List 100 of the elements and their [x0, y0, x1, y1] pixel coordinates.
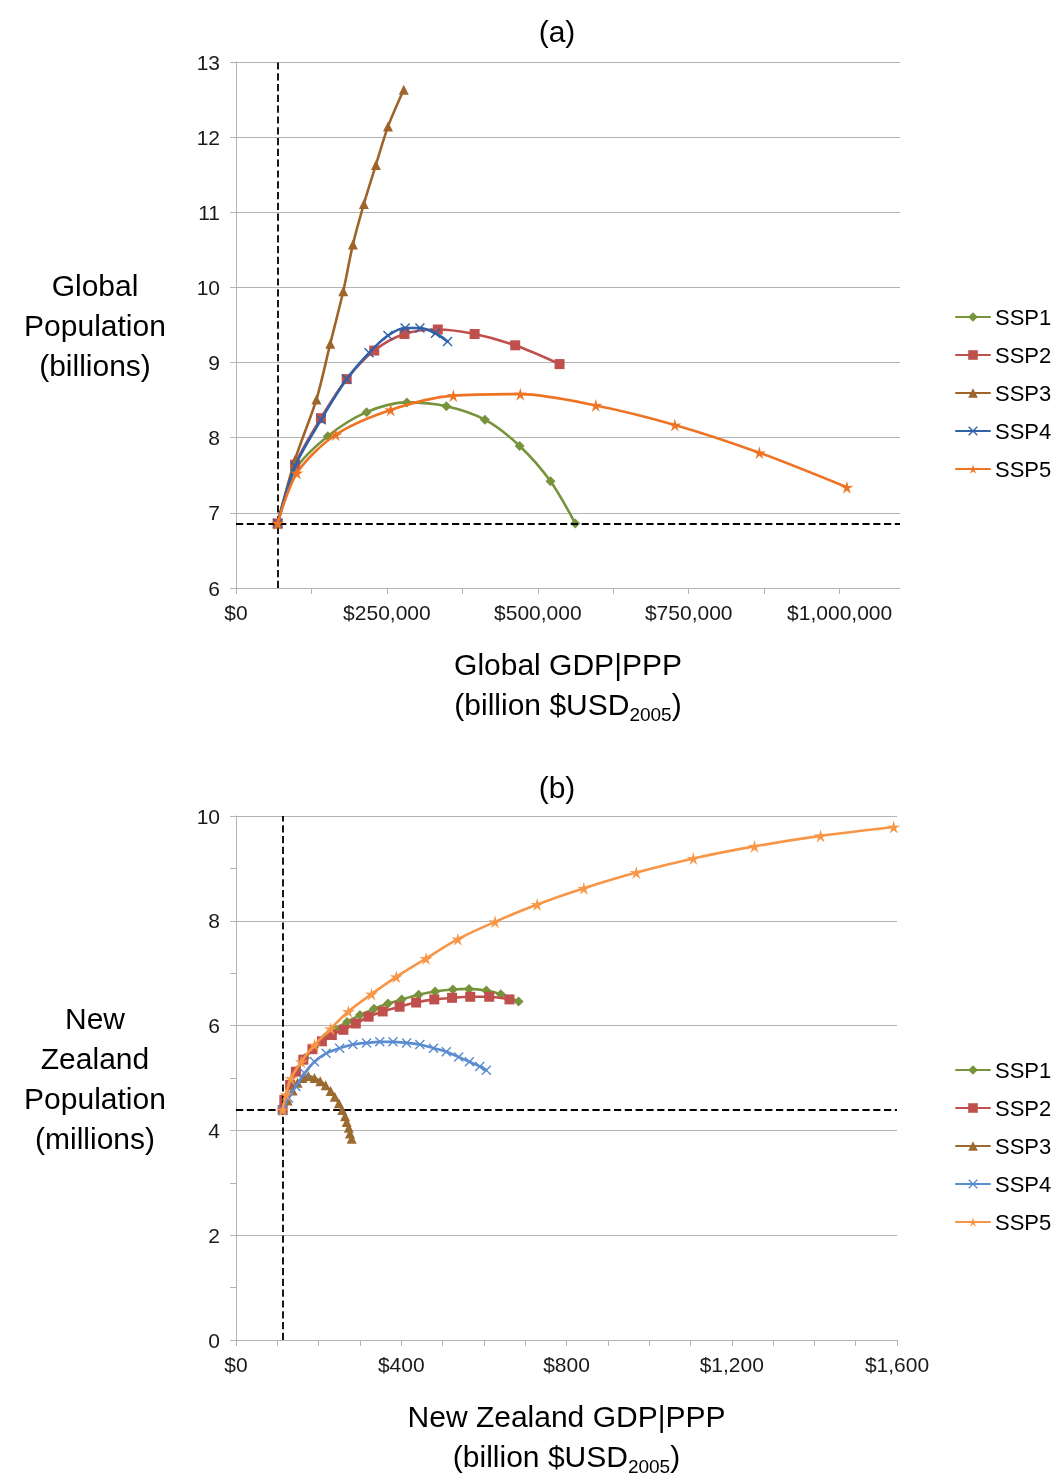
- point: [453, 1052, 464, 1063]
- y-tick-label: 8: [208, 909, 220, 933]
- point: [401, 1037, 412, 1048]
- legend-label: SSP2: [995, 1095, 1052, 1121]
- y-tick-label: 13: [196, 50, 220, 74]
- x-tick-label: $400: [377, 1353, 425, 1376]
- legend-label: SSP5: [995, 456, 1052, 482]
- y-tick-label: 12: [196, 125, 220, 149]
- y-tick-label: 2: [208, 1223, 220, 1247]
- point: [358, 199, 369, 210]
- point: [347, 239, 358, 250]
- point: [377, 1006, 388, 1017]
- point: [451, 932, 465, 946]
- point: [364, 347, 375, 358]
- point: [465, 991, 476, 1002]
- y-tick-label: 10: [196, 275, 220, 299]
- point: [398, 84, 409, 95]
- point: [294, 1055, 308, 1069]
- point: [325, 338, 336, 349]
- point: [514, 440, 525, 451]
- legend-label: SSP3: [995, 1133, 1052, 1159]
- point: [347, 1039, 358, 1050]
- y-tick-label: 7: [208, 501, 220, 525]
- point: [429, 994, 440, 1005]
- point: [338, 1024, 349, 1035]
- point: [577, 881, 591, 895]
- point: [488, 915, 502, 929]
- point: [324, 1022, 338, 1036]
- point: [389, 970, 403, 984]
- point: [321, 1048, 332, 1059]
- point: [513, 387, 527, 401]
- legend-label: SSP4: [995, 418, 1052, 444]
- point: [411, 997, 422, 1008]
- point: [554, 359, 565, 370]
- point: [350, 1018, 361, 1029]
- point: [481, 1065, 492, 1076]
- point: [686, 851, 700, 865]
- point: [442, 336, 453, 347]
- point: [400, 323, 411, 334]
- y-tick-label: 4: [208, 1118, 221, 1142]
- point: [484, 991, 495, 1002]
- point: [387, 1036, 398, 1047]
- point: [629, 866, 643, 880]
- point: [383, 121, 393, 132]
- point: [419, 952, 433, 966]
- point: [752, 446, 766, 460]
- point: [414, 1039, 425, 1050]
- x-tick-label: $0: [224, 1353, 248, 1376]
- point: [370, 159, 381, 170]
- legend-label: SSP4: [995, 1171, 1052, 1197]
- x-tick-label: $1,200: [699, 1353, 764, 1376]
- point: [510, 340, 521, 351]
- point: [299, 1068, 310, 1079]
- legend-label: SSP2: [995, 342, 1052, 368]
- x-tick-label: $750,000: [644, 601, 733, 624]
- point: [589, 398, 603, 412]
- point: [394, 1001, 405, 1012]
- point: [447, 992, 458, 1003]
- point: [441, 401, 452, 412]
- point: [513, 996, 524, 1007]
- legend-label: SSP3: [995, 380, 1052, 406]
- legend-label: SSP1: [995, 304, 1052, 330]
- y-tick-label: 6: [208, 576, 220, 600]
- point: [374, 1036, 385, 1047]
- point: [384, 403, 398, 417]
- point: [363, 1011, 374, 1022]
- point: [354, 1010, 365, 1021]
- point: [840, 480, 854, 494]
- y-tick-label: 0: [208, 1328, 220, 1352]
- point: [430, 328, 441, 339]
- point: [668, 418, 682, 432]
- x-tick-label: $0: [224, 601, 248, 624]
- point: [479, 414, 490, 425]
- point: [284, 1072, 298, 1086]
- point: [464, 1056, 475, 1067]
- point: [329, 428, 343, 442]
- point: [341, 1004, 355, 1018]
- x-tick-label: $1,000,000: [787, 601, 893, 624]
- point: [428, 1043, 439, 1054]
- point: [333, 1098, 344, 1109]
- y-axis-title: New Zealand Population (millions): [24, 1001, 166, 1155]
- point: [383, 330, 393, 341]
- y-tick-label: 6: [208, 1014, 220, 1038]
- point: [365, 987, 379, 1001]
- point: [279, 1088, 293, 1102]
- point: [441, 1046, 452, 1057]
- x-tick-label: $500,000: [494, 601, 582, 624]
- point: [747, 839, 761, 853]
- point: [446, 389, 460, 403]
- y-tick-label: 10: [196, 804, 220, 828]
- chart-title: (b): [538, 770, 576, 804]
- point: [311, 394, 322, 405]
- point: [361, 407, 372, 418]
- y-tick-label: 9: [208, 351, 220, 375]
- point: [530, 898, 544, 912]
- point: [334, 1043, 345, 1054]
- x-tick-label: $800: [543, 1353, 590, 1376]
- point: [469, 329, 480, 340]
- x-tick-label: $250,000: [343, 601, 431, 624]
- point: [309, 1056, 320, 1067]
